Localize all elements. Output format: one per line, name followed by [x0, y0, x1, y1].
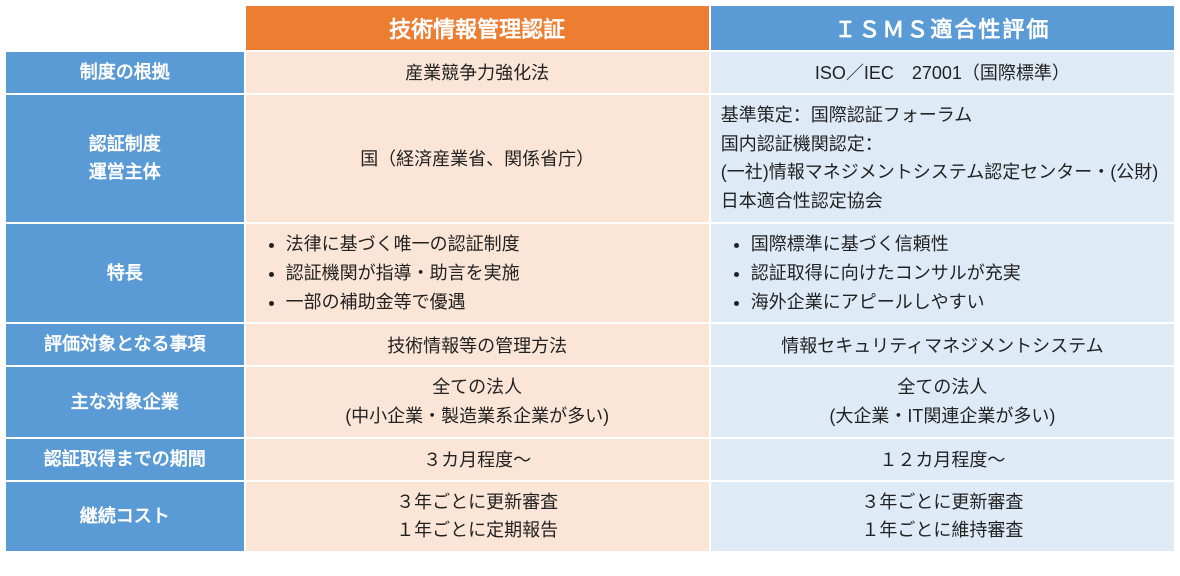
row-label: 認証制度運営主体	[5, 94, 245, 223]
cell-lines: ３年ごとに更新審査１年ごとに定期報告	[256, 488, 699, 546]
data-cell: 全ての法人(大企業・IT関連企業が多い)	[710, 366, 1175, 438]
row-label-text: 認証取得までの期間	[16, 445, 234, 474]
data-cell: 技術情報等の管理方法	[245, 323, 710, 366]
cell-lines: 基準策定：国際認証フォーラム国内認証機関認定：(一社)情報マネジメントシステム認…	[721, 101, 1164, 216]
cell-bullet-list: 国際標準に基づく信頼性認証取得に向けたコンサルが充実海外企業にアピールしやすい	[721, 230, 1164, 316]
data-cell: 国（経済産業省、関係省庁）	[245, 94, 710, 223]
table-row: 制度の根拠 産業競争力強化法 ISO／IEC 27001（国際標準）	[5, 51, 1175, 94]
table-row: 継続コスト ３年ごとに更新審査１年ごとに定期報告 ３年ごとに更新審査１年ごとに維持審…	[5, 481, 1175, 553]
cell-text: 情報セキュリティマネジメントシステム	[781, 336, 1103, 356]
row-label-text: 継続コスト	[16, 502, 234, 531]
cell-text: １２カ月程度～	[879, 450, 1005, 470]
row-label-text: 評価対象となる事項	[16, 330, 234, 359]
row-label: 主な対象企業	[5, 366, 245, 438]
header-tech-info-cert: 技術情報管理認証	[245, 5, 710, 51]
data-cell: 国際標準に基づく信頼性認証取得に向けたコンサルが充実海外企業にアピールしやすい	[710, 223, 1175, 323]
data-cell: 法律に基づく唯一の認証制度認証機関が指導・助言を実施一部の補助金等で優遇	[245, 223, 710, 323]
cell-text: 国（経済産業省、関係省庁）	[360, 149, 594, 169]
cell-lines: ３年ごとに更新審査１年ごとに維持審査	[721, 488, 1164, 546]
table-row: 認証制度運営主体 国（経済産業省、関係省庁） 基準策定：国際認証フォーラム国内認証機…	[5, 94, 1175, 223]
table-body: 制度の根拠 産業競争力強化法 ISO／IEC 27001（国際標準） 認証制度運営主体…	[5, 51, 1175, 552]
table-row: 認証取得までの期間 ３カ月程度～ １２カ月程度～	[5, 438, 1175, 481]
cell-text: ３カ月程度～	[423, 450, 531, 470]
table-row: 主な対象企業全ての法人(中小企業・製造業系企業が多い) 全ての法人(大企業・IT関…	[5, 366, 1175, 438]
bullet-item: 認証機関が指導・助言を実施	[286, 259, 699, 288]
cell-bullet-list: 法律に基づく唯一の認証制度認証機関が指導・助言を実施一部の補助金等で優遇	[256, 230, 699, 316]
cell-lines: 全ての法人(大企業・IT関連企業が多い)	[721, 373, 1164, 431]
data-cell: ３年ごとに更新審査１年ごとに維持審査	[710, 481, 1175, 553]
row-label-text: 制度の根拠	[16, 58, 234, 87]
row-label: 継続コスト	[5, 481, 245, 553]
row-label: 評価対象となる事項	[5, 323, 245, 366]
data-cell: １２カ月程度～	[710, 438, 1175, 481]
data-cell: 情報セキュリティマネジメントシステム	[710, 323, 1175, 366]
header-row: 技術情報管理認証 ＩＳＭＳ適合性評価	[5, 5, 1175, 51]
comparison-table: 技術情報管理認証 ＩＳＭＳ適合性評価 制度の根拠 産業競争力強化法 ISO／IEC …	[4, 4, 1176, 553]
row-label: 特長	[5, 223, 245, 323]
data-cell: ３年ごとに更新審査１年ごとに定期報告	[245, 481, 710, 553]
row-label-text: 主な対象企業	[16, 388, 234, 417]
data-cell: 産業競争力強化法	[245, 51, 710, 94]
data-cell: 基準策定：国際認証フォーラム国内認証機関認定：(一社)情報マネジメントシステム認…	[710, 94, 1175, 223]
bullet-item: 国際標準に基づく信頼性	[751, 230, 1164, 259]
row-label: 制度の根拠	[5, 51, 245, 94]
table-row: 特長法律に基づく唯一の認証制度認証機関が指導・助言を実施一部の補助金等で優遇国際…	[5, 223, 1175, 323]
row-label-text: 特長	[16, 259, 234, 288]
cell-text: 産業競争力強化法	[405, 63, 549, 83]
data-cell: 全ての法人(中小企業・製造業系企業が多い)	[245, 366, 710, 438]
row-label-text: 認証制度運営主体	[16, 130, 234, 188]
bullet-item: 一部の補助金等で優遇	[286, 288, 699, 317]
bullet-item: 認証取得に向けたコンサルが充実	[751, 259, 1164, 288]
data-cell: ISO／IEC 27001（国際標準）	[710, 51, 1175, 94]
bullet-item: 法律に基づく唯一の認証制度	[286, 230, 699, 259]
table-row: 評価対象となる事項 技術情報等の管理方法 情報セキュリティマネジメントシステム	[5, 323, 1175, 366]
cell-lines: 全ての法人(中小企業・製造業系企業が多い)	[256, 373, 699, 431]
header-empty-cell	[5, 5, 245, 51]
row-label: 認証取得までの期間	[5, 438, 245, 481]
cell-text: 技術情報等の管理方法	[387, 336, 567, 356]
header-isms: ＩＳＭＳ適合性評価	[710, 5, 1175, 51]
cell-text: ISO／IEC 27001（国際標準）	[815, 63, 1070, 83]
data-cell: ３カ月程度～	[245, 438, 710, 481]
bullet-item: 海外企業にアピールしやすい	[751, 288, 1164, 317]
